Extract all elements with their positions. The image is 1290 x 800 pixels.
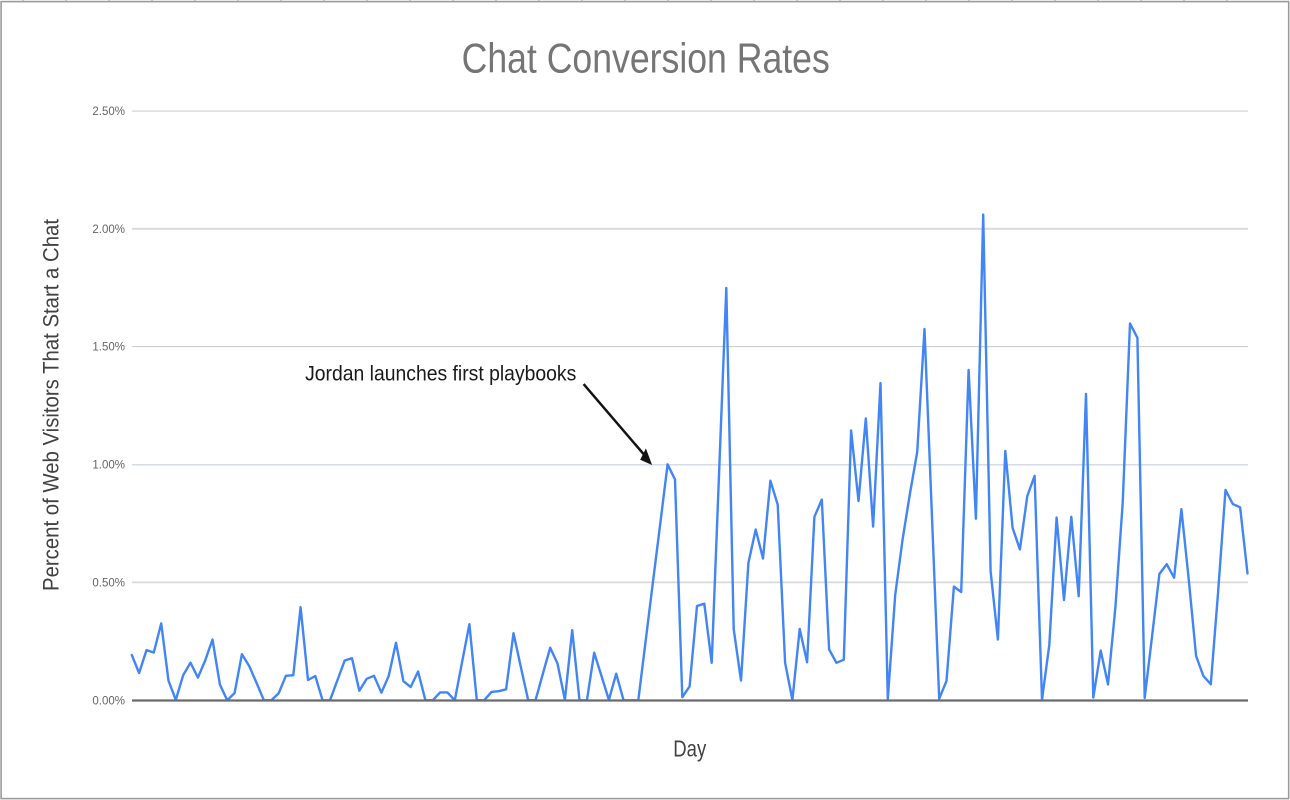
svg-text:0.50%: 0.50%: [92, 577, 125, 589]
svg-text:Percent of Web Visitors That S: Percent of Web Visitors That Start a Cha…: [39, 219, 64, 591]
svg-text:0.00%: 0.00%: [92, 695, 125, 707]
svg-text:2.00%: 2.00%: [92, 224, 125, 236]
svg-text:1.00%: 1.00%: [92, 460, 125, 472]
svg-text:Chat Conversion Rates: Chat Conversion Rates: [462, 35, 830, 82]
svg-text:1.50%: 1.50%: [92, 342, 125, 354]
svg-text:2.50%: 2.50%: [92, 106, 125, 118]
svg-text:Day: Day: [673, 736, 706, 762]
svg-text:Jordan launches first playbook: Jordan launches first playbooks: [305, 362, 576, 386]
